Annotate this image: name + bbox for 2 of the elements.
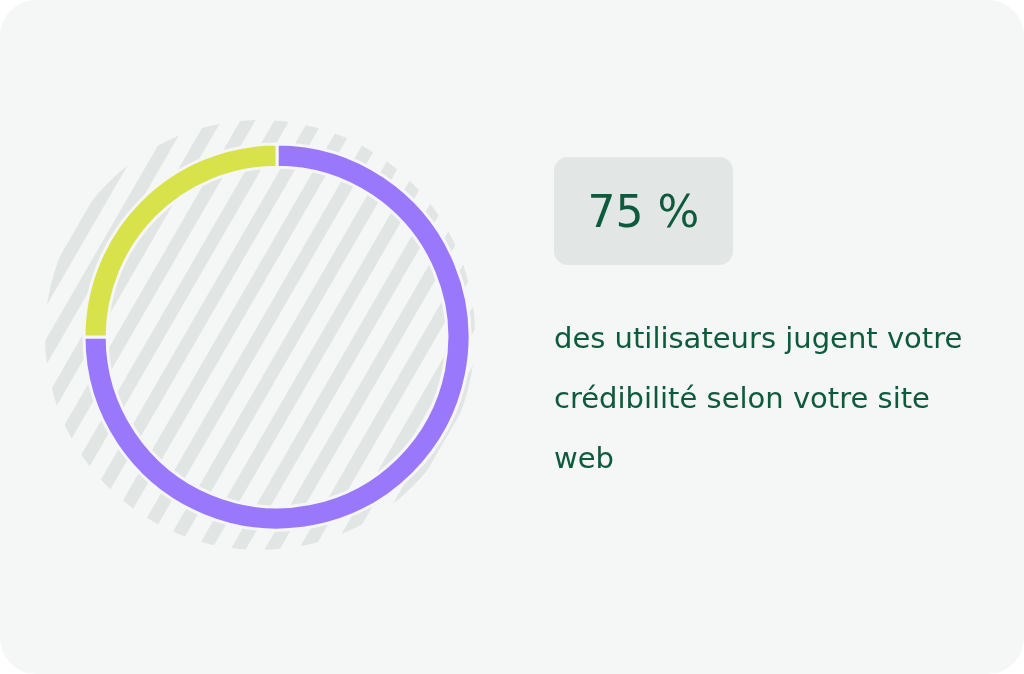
text: 75 % [554, 157, 733, 265]
text: des utilisateurs jugent votre crédibilité selon votre site web [554, 320, 964, 477]
